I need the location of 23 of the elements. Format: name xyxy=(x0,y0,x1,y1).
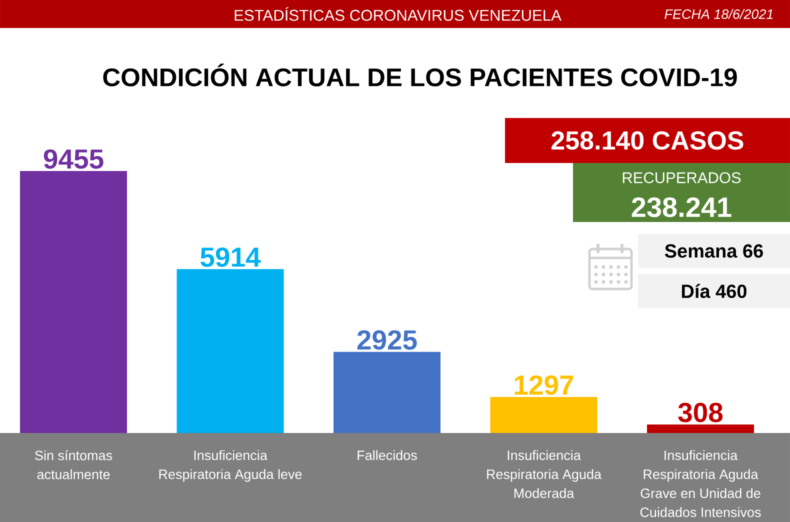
x-tick-label: Insuficiencia Respiratoria Aguda Moderada xyxy=(487,450,602,498)
text: ESTADÍSTICAS CORONAVIRUS VENEZUELA xyxy=(234,7,562,21)
x-tick-label: Insuficiencia Respiratoria Aguda leve xyxy=(159,450,302,482)
data-label: 5914 xyxy=(200,247,261,267)
data-label: 9455 xyxy=(44,149,104,169)
bar xyxy=(334,352,441,433)
x-tick-label: Sin síntomas actualmente xyxy=(35,450,112,480)
bar xyxy=(20,170,128,433)
annotation: 238.241 xyxy=(632,197,732,218)
chart-title: CONDICIÓN ACTUAL DE LOS PACIENTES COVID-19 xyxy=(103,64,737,86)
bar xyxy=(490,397,598,433)
annotation: RECUPERADOS xyxy=(622,172,741,184)
data-label: 2925 xyxy=(357,330,417,350)
data-label: 1297 xyxy=(514,375,574,395)
annotation: Semana 66 xyxy=(664,244,763,258)
bar xyxy=(176,269,284,433)
bar xyxy=(647,424,754,433)
annotation: Día 460 xyxy=(682,284,746,298)
text: FECHA 18/6/2021 xyxy=(664,9,773,19)
x-tick-label: Insuficiencia Respiratoria Aguda Grave en Unidad de Cuidados Intensivos xyxy=(640,450,761,518)
x-tick-label: Fallecidos xyxy=(358,450,417,460)
data-label: 308 xyxy=(678,402,723,422)
text: 258.140 CASOS xyxy=(552,131,744,150)
